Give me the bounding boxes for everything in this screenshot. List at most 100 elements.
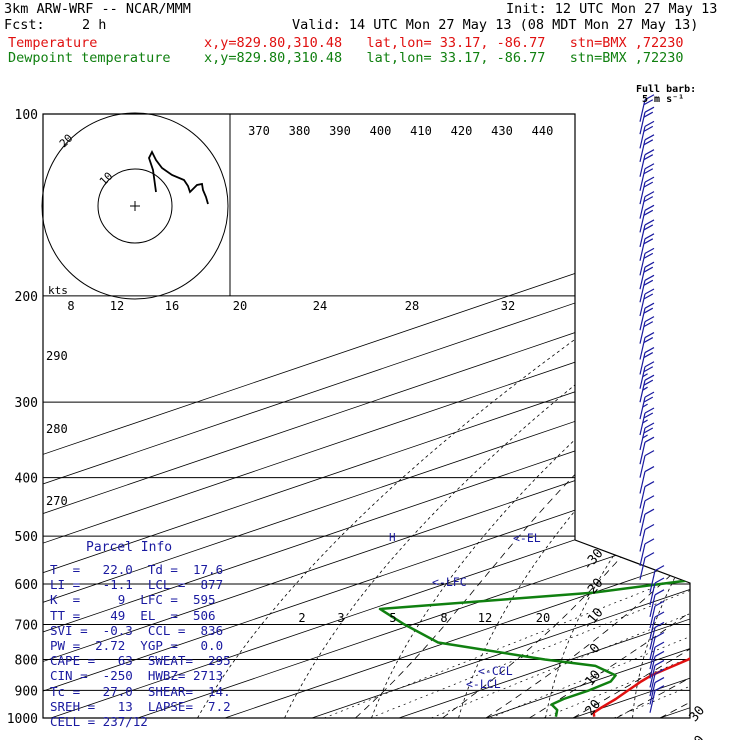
- parcel-row: CELL = 237/12: [50, 714, 148, 730]
- wind-barb-flag: [644, 466, 655, 473]
- isotherm-label: 40: [687, 733, 709, 740]
- isotherm-line: [572, 114, 690, 718]
- mixing-ratio-label: 12: [110, 299, 124, 313]
- pressure-tick-label: 500: [15, 530, 38, 545]
- hodograph-ring-label: 20: [57, 132, 76, 151]
- wind-barb-flag: [643, 125, 654, 132]
- wind-barb-flag: [644, 274, 655, 281]
- wind-barb: [639, 361, 655, 389]
- theta-label: 290: [46, 349, 68, 363]
- pressure-tick-label: 200: [15, 290, 38, 305]
- wind-barb-flag: [643, 427, 654, 434]
- wind-barb-flag: [643, 266, 654, 273]
- wind-barb: [639, 191, 655, 219]
- wind-barb: [649, 650, 665, 679]
- wind-barb: [639, 288, 655, 317]
- wind-barb-flag: [643, 352, 654, 359]
- mixing-ratio-label: 32: [501, 299, 515, 313]
- wind-barb-shaft: [649, 690, 656, 713]
- parcel-info-table: T = 22.0 Td = 17.6 LI = -1.1 LCL = 877 K…: [50, 562, 231, 729]
- wind-barb-flag: [644, 450, 655, 457]
- parcel-row: PW = 2.72 YGP = 0.0: [50, 638, 224, 654]
- wind-barb-flag: [643, 139, 654, 146]
- wind-barb-flag: [654, 565, 665, 572]
- wind-barb-flag: [644, 407, 655, 414]
- wind-barb-shaft: [639, 280, 646, 303]
- mixing-ratio-label: 20: [536, 611, 550, 625]
- theta-label: 430: [491, 124, 513, 138]
- pressure-tick-label: 800: [15, 653, 38, 668]
- wind-barb-flag: [644, 120, 655, 127]
- parcel-marker: H: [389, 531, 396, 544]
- isotherm-line: [137, 114, 690, 718]
- mixing-ratio-label: 28: [405, 299, 419, 313]
- theta-label: 370: [248, 124, 270, 138]
- wind-barb-flag: [643, 224, 654, 231]
- wind-barb-flag: [644, 288, 655, 295]
- wind-barb: [639, 523, 655, 552]
- wind-barb-flag: [644, 316, 655, 323]
- wind-barb-shaft: [639, 412, 646, 436]
- wind-barb-flag: [643, 293, 654, 300]
- parcel-row: CAPE = 63 SWEAT= 295: [50, 653, 231, 669]
- wind-barb-shaft: [639, 500, 646, 523]
- wind-barb-flag: [644, 204, 655, 211]
- parcel-row: Tc = 27.0 SHEAR= 14.: [50, 683, 231, 699]
- moist-adiabat-line: [616, 295, 690, 718]
- wind-barb-shaft: [639, 514, 646, 537]
- wind-barb-shaft: [639, 455, 646, 478]
- parcel-row: TT = 49 EL = 506: [50, 607, 216, 623]
- mixing-ratio-label: 5: [389, 611, 396, 625]
- wind-barb-shaft: [639, 442, 646, 465]
- mixing-ratio-label: 24: [313, 299, 327, 313]
- isotherm-label: -20: [580, 576, 607, 604]
- mixing-ratio-line: [324, 583, 663, 718]
- wind-barb-flag: [654, 668, 665, 675]
- wind-barb-shaft: [649, 582, 656, 606]
- lcl-marker: <-LCL: [466, 677, 501, 691]
- isotherm-label: 0: [587, 641, 604, 657]
- wind-barb-flag: [644, 247, 655, 254]
- wind-barb-shaft: [649, 656, 656, 679]
- forecast-hour: 2 h: [82, 17, 107, 33]
- wind-barb-shaft: [639, 196, 646, 219]
- wind-barb-shaft: [649, 673, 656, 697]
- dry-adiabat-line: [545, 114, 690, 718]
- pressure-tick-label: 700: [15, 618, 38, 633]
- wind-barb-flag: [644, 332, 655, 339]
- legend-dewpoint-info: x,y=829.80,310.48 lat,lon= 33.17, -86.77…: [204, 50, 684, 66]
- wind-barb-shaft: [639, 181, 646, 205]
- wind-barb-flag: [644, 523, 655, 530]
- wind-barb-flag: [654, 611, 665, 618]
- wind-barb: [639, 94, 655, 122]
- wind-barb: [649, 641, 665, 670]
- wind-barb-shaft: [639, 238, 646, 261]
- wind-barb-flag: [644, 422, 655, 429]
- wind-barb-flag: [643, 111, 654, 118]
- wind-barb-flag: [644, 538, 655, 545]
- wind-barb-flag: [644, 149, 655, 156]
- wind-barb-flag: [654, 685, 665, 692]
- wind-barb-flag: [654, 577, 665, 584]
- wind-barb-flag: [643, 238, 654, 245]
- wind-barb: [639, 450, 655, 478]
- wind-barb-shaft: [639, 352, 646, 375]
- wind-barb-shaft: [649, 646, 656, 670]
- pressure-tick-label: 400: [15, 472, 38, 487]
- wind-barb-flag: [644, 508, 655, 515]
- wind-barb: [639, 436, 655, 465]
- legend-temperature-info: x,y=829.80,310.48 lat,lon= 33.17, -86.77…: [204, 35, 684, 51]
- wind-barb-half: [642, 434, 648, 439]
- wind-barb: [639, 374, 655, 403]
- mixing-ratio-label: 2: [298, 611, 305, 625]
- wind-barb-flag: [643, 321, 654, 328]
- full-barb-label: Full barb:: [636, 84, 697, 95]
- wind-barb-flag: [644, 163, 655, 170]
- theta-label: 280: [46, 422, 68, 436]
- wind-barb-flag: [643, 181, 654, 188]
- hodograph-ring: [97, 168, 173, 244]
- wind-barb: [639, 302, 655, 331]
- mixing-ratio-label: 8: [440, 611, 447, 625]
- wind-barb-shaft: [639, 253, 646, 276]
- wind-barb-shaft: [649, 637, 656, 660]
